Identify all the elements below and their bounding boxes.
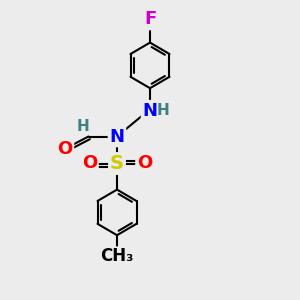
Text: N: N [142,102,158,120]
Text: N: N [110,128,124,146]
Text: O: O [57,140,72,158]
Text: CH₃: CH₃ [100,247,134,265]
Text: H: H [157,103,169,118]
Text: F: F [144,11,156,28]
Text: H: H [76,119,89,134]
Text: O: O [137,154,152,172]
Text: S: S [110,154,124,173]
Text: O: O [82,154,97,172]
